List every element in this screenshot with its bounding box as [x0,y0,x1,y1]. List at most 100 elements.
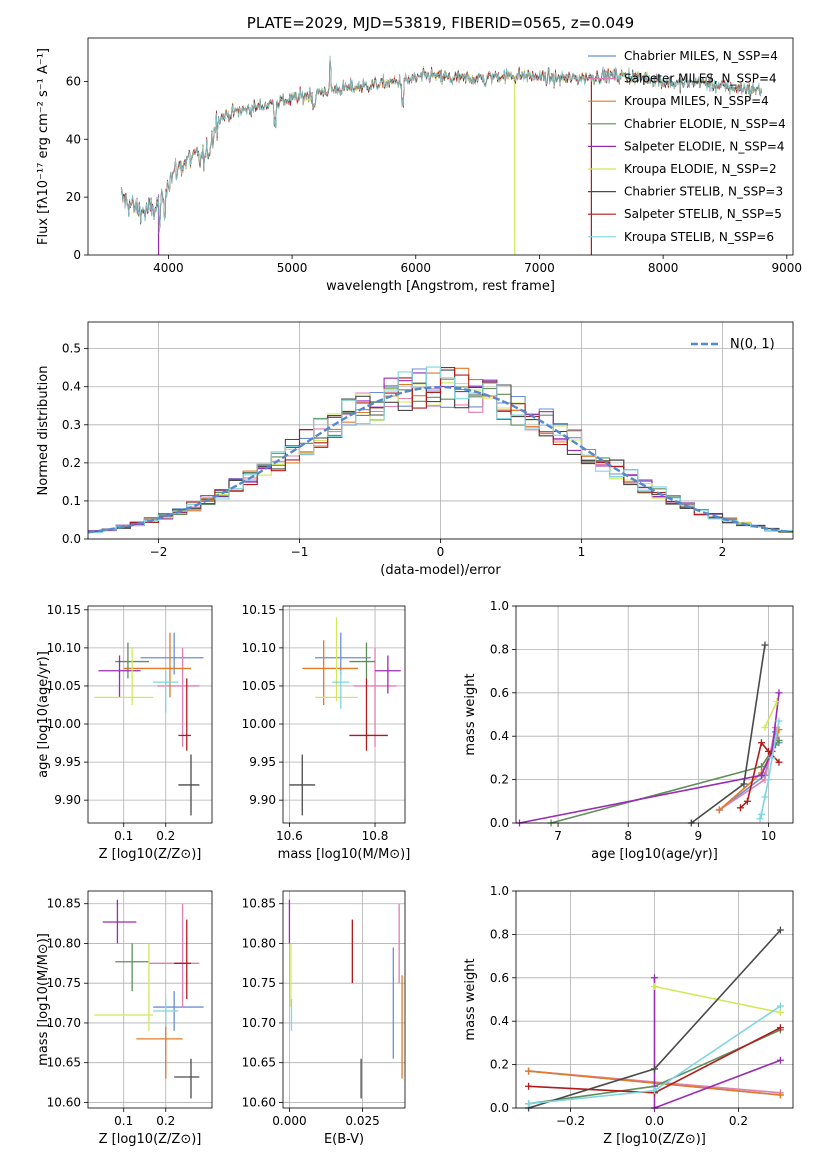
x-tick-label: 0 [437,545,445,559]
x-tick-label: −1 [291,545,309,559]
y-tick-label: 1.0 [490,599,509,613]
x-tick-label: 5000 [277,261,308,275]
axes-frame [87,321,794,540]
plot-area [289,617,401,816]
error-bar-point [178,754,200,816]
legend-label: Chabrier MILES, N_SSP=4 [624,49,778,63]
legend-label: Salpeter MILES, N_SSP=4 [624,72,777,86]
x-tick-label: 0.025 [345,1114,379,1128]
x-tick-label: 10.6 [276,829,303,843]
axes-frame [515,605,794,824]
x-tick-label: 9 [695,829,703,843]
error-bar-point [349,642,376,679]
error-bar-point [123,632,191,698]
y-axis-label: Flux [fλ10⁻¹⁷ erg cm⁻² s⁻¹ A⁻¹] [36,48,51,245]
weight-series [736,739,783,812]
panel-age-vs-Z: 0.1 0.2 9.90 9.95 10.00 10.05 10.10 10.15 Z [log… [36,603,213,862]
spectrum-line [121,55,763,233]
y-tick-label: 10.80 [47,936,81,950]
normal-curve [87,385,791,534]
y-tick-label: 0.1 [62,494,81,508]
y-tick-label: 10.15 [242,603,276,617]
plot-area [525,926,784,1112]
x-tick-label: 2 [719,545,727,559]
y-tick-label: 0.6 [490,686,509,700]
panel-weight-vs-Z: −0.2 0.0 0.2 0.0 0.2 0.4 0.6 0.8 1.0 Z [log10(Z/Z… [463,884,794,1147]
panel-residuals: −2 −1 0 1 2 0.0 0.1 0.2 0.3 0.4 0.5 (data-model)/er… [36,321,794,578]
y-tick-label: 10.85 [242,897,276,911]
axes-frame [87,37,794,256]
error-bar-point [353,647,397,747]
x-axis-label: Z [log10(Z/Z⊙)] [99,847,202,862]
weight-series [516,689,783,827]
x-axis-label: mass [log10(M/M⊙)] [278,847,411,862]
plot-area [94,632,204,816]
x-tick-label: 0.1 [114,829,133,843]
x-axis-label: Z [log10(Z/Z⊙)] [603,1132,706,1147]
y-tick-label: 10.60 [242,1095,276,1109]
y-tick-label: 10.65 [242,1056,276,1070]
y-tick-label: 0.0 [490,816,509,830]
y-tick-label: 10.70 [242,1016,276,1030]
x-tick-label: 1 [578,545,586,559]
y-tick-label: 0.8 [490,927,509,941]
x-axis-label: E(B-V) [324,1132,364,1147]
axes-frame [87,605,213,824]
weight-line [519,692,780,824]
y-tick-label: 10.05 [47,679,81,693]
legend-label: Kroupa MILES, N_SSP=4 [624,94,769,108]
y-tick-label: 20 [66,190,81,204]
y-tick-label: 0.2 [62,456,81,470]
x-tick-label: 0.000 [272,1114,306,1128]
error-bar-point [315,632,371,675]
x-tick-label: 9000 [772,261,803,275]
x-tick-label: 0.2 [729,1114,748,1128]
x-tick-label: −0.2 [556,1114,585,1128]
y-tick-label: 0.2 [490,1058,509,1072]
error-bar-point [174,1058,200,1099]
x-tick-label: −2 [150,545,168,559]
weight-series [547,737,783,827]
x-axis-label: Z [log10(Z/Z⊙)] [99,1132,202,1147]
weight-line [690,644,766,824]
weight-series [715,724,783,814]
x-axis-label: age [log10(age/yr)] [591,847,718,862]
legend-label: Kroupa STELIB, N_SSP=6 [624,230,774,244]
plot-area [516,641,783,827]
y-tick-label: 40 [66,132,81,146]
y-tick-label: 1.0 [490,884,509,898]
axes-frame [282,605,406,824]
y-tick-label: 9.90 [249,793,276,807]
plot-area [94,899,204,1099]
y-tick-label: 0.2 [490,773,509,787]
panel-mass-vs-Z: 0.1 0.2 10.60 10.65 10.70 10.75 10.80 10.85 Z [l… [36,890,213,1147]
error-bar-point [140,632,204,675]
error-bar-point [178,678,191,751]
y-tick-label: 0 [73,248,81,262]
legend-label: Kroupa ELODIE, N_SSP=2 [624,162,777,176]
y-tick-label: 10.10 [242,641,276,655]
error-bar-point [98,655,141,698]
panel-spectrum: 4000 5000 6000 7000 8000 9000 0 20 40 60 wavelengt… [36,37,803,294]
y-tick-label: 10.60 [47,1095,81,1109]
panel-mass-vs-EBV: 0.000 0.025 10.60 10.65 10.70 10.75 10.80 10.85… [242,890,406,1147]
error-bar-point [136,1022,183,1079]
error-bar-point [157,647,200,747]
legend-label: N(0, 1) [730,337,775,352]
legend-label: Chabrier ELODIE, N_SSP=4 [624,117,786,131]
x-tick-label: 7 [554,829,562,843]
error-bar-point [94,943,154,1031]
legend-label: Salpeter STELIB, N_SSP=5 [624,207,782,221]
error-bar-point [115,943,149,992]
y-tick-label: 0.0 [62,532,81,546]
legend-label: Chabrier STELIB, N_SSP=3 [624,185,783,199]
y-axis-label: Normed distribution [36,366,51,496]
x-axis-label: (data-model)/error [380,563,501,578]
y-tick-label: 0.4 [490,1014,509,1028]
y-tick-label: 10.80 [242,936,276,950]
error-bar-point [289,754,316,816]
x-tick-label: 0.2 [156,1114,175,1128]
y-axis-label: mass weight [463,958,478,1040]
x-tick-label: 0.1 [114,1114,133,1128]
y-tick-label: 10.15 [47,603,81,617]
